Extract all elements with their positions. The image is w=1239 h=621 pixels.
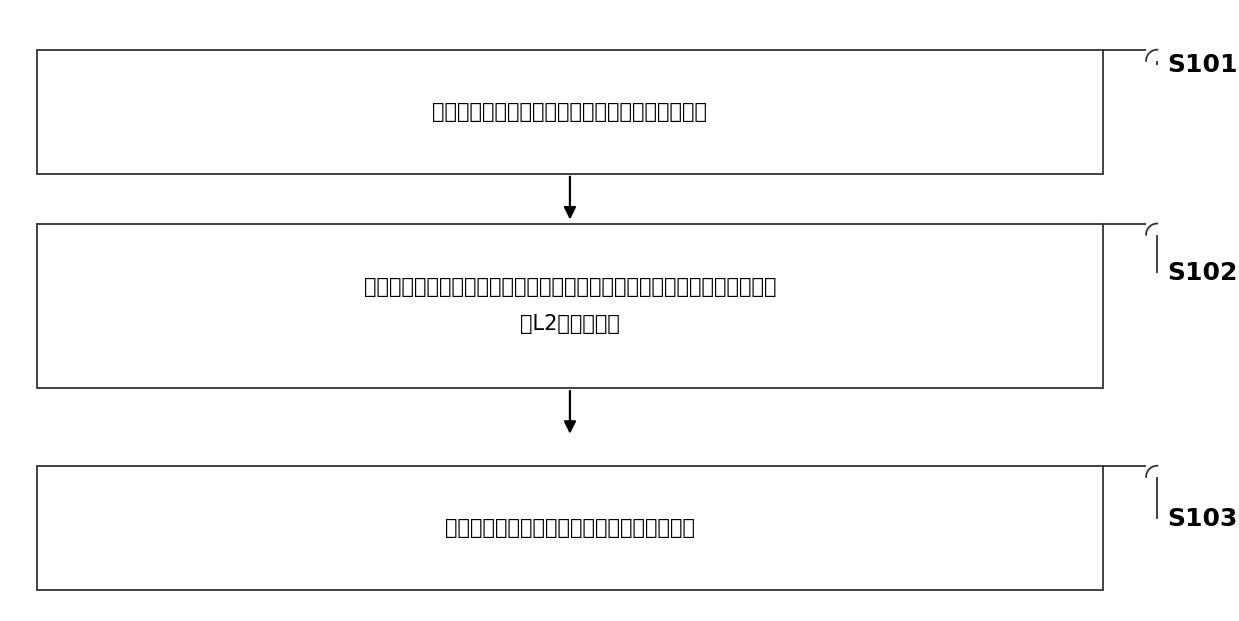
Text: 光L2经过的光程: 光L2经过的光程 <box>520 314 620 335</box>
Bar <box>37 466 1103 590</box>
Bar <box>37 224 1103 388</box>
Text: 根据第二条激光的光程计算第一条激光的光程: 根据第二条激光的光程计算第一条激光的光程 <box>445 518 695 538</box>
Text: S103: S103 <box>1167 507 1238 530</box>
Bar <box>37 50 1103 174</box>
Text: S101: S101 <box>1167 53 1238 77</box>
Text: S102: S102 <box>1167 261 1238 285</box>
Text: 确定图像和快速探针权重因子，以图像为主，根据权重因子计算出第二条激: 确定图像和快速探针权重因子，以图像为主，根据权重因子计算出第二条激 <box>364 277 776 297</box>
Text: 获取图像和快速探针识别等离子体射流的直径信息: 获取图像和快速探针识别等离子体射流的直径信息 <box>432 102 707 122</box>
